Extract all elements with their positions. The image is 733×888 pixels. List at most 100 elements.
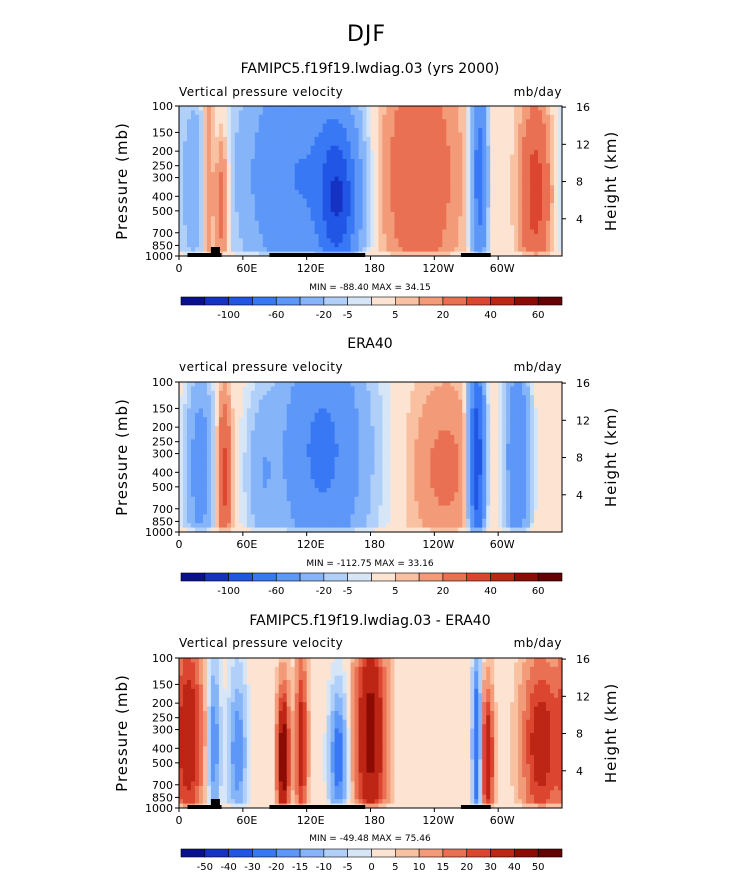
heatmap-cell xyxy=(346,434,352,440)
heatmap-cell xyxy=(410,167,415,173)
heatmap-cell xyxy=(310,229,316,235)
heatmap-cell xyxy=(214,198,220,204)
heatmap-cell xyxy=(506,421,511,427)
heatmap-cell xyxy=(502,172,507,178)
heatmap-cell xyxy=(546,233,551,239)
heatmap-cell xyxy=(234,132,240,138)
heatmap-cell xyxy=(266,238,272,244)
heatmap-cell xyxy=(230,448,236,454)
heatmap-cell xyxy=(378,145,384,151)
heatmap-cell xyxy=(434,163,439,169)
heatmap-cell xyxy=(182,167,188,173)
heatmap-cell xyxy=(426,247,431,253)
heatmap-cell xyxy=(179,457,184,463)
heatmap-cell xyxy=(538,123,543,129)
heatmap-cell xyxy=(278,448,284,454)
heatmap-cell xyxy=(534,167,539,173)
heatmap-cell xyxy=(422,229,427,235)
heatmap-cell xyxy=(326,158,332,164)
heatmap-cell xyxy=(398,225,404,231)
heatmap-cell xyxy=(438,150,443,156)
heatmap-cell xyxy=(242,176,248,182)
heatmap-cell xyxy=(302,172,308,178)
heatmap-cell xyxy=(554,128,559,134)
heatmap-cell xyxy=(418,123,423,129)
heatmap-cell xyxy=(242,216,248,222)
heatmap-cell xyxy=(226,176,232,182)
heatmap-cell xyxy=(470,408,475,414)
heatmap-cell xyxy=(210,220,216,226)
heatmap-cell xyxy=(222,238,228,244)
heatmap-cell xyxy=(342,434,348,440)
heatmap-cell xyxy=(198,198,204,204)
heatmap-cell xyxy=(218,150,224,156)
heatmap-cell xyxy=(318,181,324,187)
heatmap-cell xyxy=(270,382,276,388)
heatmap-cell xyxy=(282,110,288,116)
heatmap-cell xyxy=(298,132,304,138)
heatmap-cell xyxy=(198,158,204,164)
heatmap-cell xyxy=(366,203,372,209)
heatmap-cell xyxy=(542,207,547,213)
heatmap-cell xyxy=(206,421,212,427)
heatmap-cell xyxy=(534,430,539,436)
heatmap-cell xyxy=(522,408,527,414)
heatmap-cell xyxy=(226,452,232,458)
heatmap-cell xyxy=(179,216,184,222)
heatmap-cell xyxy=(382,386,388,392)
heatmap-cell xyxy=(202,123,208,129)
heatmap-cell xyxy=(386,434,392,440)
heatmap-cell xyxy=(230,163,236,169)
heatmap-cell xyxy=(558,452,563,458)
heatmap-cell xyxy=(418,452,423,458)
heatmap-cell xyxy=(426,194,431,200)
heatmap-cell xyxy=(254,150,260,156)
heatmap-cell xyxy=(270,119,276,125)
heatmap-cell xyxy=(470,430,475,436)
heatmap-cell xyxy=(350,452,356,458)
heatmap-cell xyxy=(466,141,471,147)
heatmap-cell xyxy=(502,242,507,248)
heatmap-cell xyxy=(354,421,360,427)
heatmap-cell xyxy=(366,434,372,440)
heatmap-cell xyxy=(186,119,192,125)
heatmap-cell xyxy=(558,198,563,204)
heatmap-cell xyxy=(414,395,419,401)
heatmap-cell xyxy=(314,150,320,156)
heatmap-cell xyxy=(406,106,411,112)
heatmap-cell xyxy=(422,211,427,217)
heatmap-cell xyxy=(374,421,380,427)
heatmap-cell xyxy=(218,189,224,195)
heatmap-cell xyxy=(498,141,503,147)
heatmap-cell xyxy=(242,136,248,142)
heatmap-cell xyxy=(414,154,419,160)
heatmap-cell xyxy=(386,242,392,248)
heatmap-cell xyxy=(550,452,555,458)
heatmap-cell xyxy=(290,408,296,414)
heatmap-cell xyxy=(398,251,404,257)
heatmap-cell xyxy=(430,172,435,178)
heatmap-cell xyxy=(338,128,344,134)
heatmap-cell xyxy=(198,207,204,213)
heatmap-cell xyxy=(330,158,336,164)
heatmap-cell xyxy=(322,229,328,235)
heatmap-cell xyxy=(550,123,555,129)
heatmap-cell xyxy=(258,185,264,191)
x-tick-label: 0 xyxy=(176,262,183,275)
heatmap-cell xyxy=(514,421,519,427)
heatmap-cell xyxy=(254,439,260,445)
heatmap-cell xyxy=(550,194,555,200)
field-label: vertical pressure velocity xyxy=(179,360,343,374)
heatmap-cell xyxy=(410,119,415,125)
heatmap-cell xyxy=(374,123,380,129)
heatmap-cell xyxy=(306,145,312,151)
heatmap-cell xyxy=(242,163,248,169)
heatmap-cell xyxy=(438,172,443,178)
heatmap-cell xyxy=(370,417,376,423)
heatmap-cell xyxy=(322,408,328,414)
heatmap-cell xyxy=(302,395,308,401)
heatmap-cell xyxy=(446,123,451,129)
heatmap-cell xyxy=(342,443,348,449)
heatmap-cell xyxy=(210,189,216,195)
heatmap-cell xyxy=(342,167,348,173)
